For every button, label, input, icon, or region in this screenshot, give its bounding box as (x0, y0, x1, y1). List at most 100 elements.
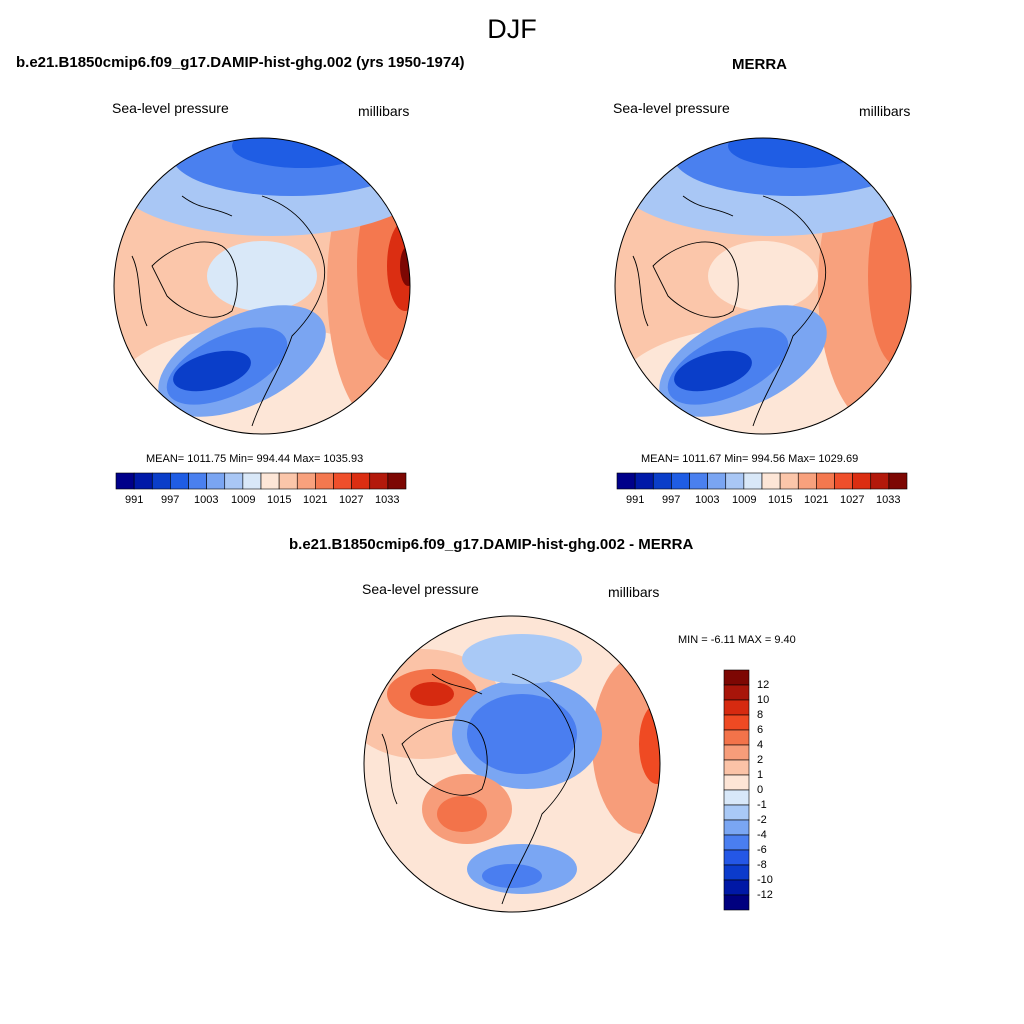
panel3-coast-eurasia (501, 673, 576, 905)
panel1-colorbar-swatch-1 (133, 472, 153, 490)
panel2-colorbar-swatch-10 (797, 472, 817, 490)
panel2-colorbar-swatch-0 (616, 472, 636, 490)
panel1-colorbar-swatch-3 (170, 472, 189, 490)
panel1-colorbar-swatch-6 (224, 472, 244, 490)
panel1-title: b.e21.B1850cmip6.f09_g17.DAMIP-hist-ghg.… (16, 54, 465, 71)
panel1-tick-4: 1015 (267, 494, 292, 506)
panel1-tick-5: 1021 (303, 494, 328, 506)
panel2-map-border (614, 137, 912, 435)
panel3-field-greenland-high (437, 796, 487, 832)
panel2-stats: MEAN= 1011.67 Min= 994.56 Max= 1029.69 (641, 453, 859, 465)
panel1-colorbar-swatch-8 (260, 472, 280, 490)
panel3-field-arctic-core (467, 694, 577, 774)
panel1-colorbar-swatch-15 (387, 472, 407, 490)
panel3-units-label: millibars (608, 584, 660, 600)
panel2-colorbar (616, 472, 908, 490)
panel1-colorbar-swatch-7 (242, 472, 262, 490)
panel3-colorbar-swatch-6 (723, 759, 750, 776)
panel2-colorbar-swatch-12 (834, 472, 853, 490)
panel3-colorbar-swatch-5 (723, 744, 750, 761)
panel2-field-east-high (868, 186, 911, 366)
panel1-colorbar-swatch-14 (369, 472, 389, 490)
panel2-tick-6: 1027 (840, 494, 865, 506)
panel3-stats: MIN = -6.11 MAX = 9.40 (678, 634, 796, 646)
panel3-tick-3: 6 (757, 724, 764, 736)
panel1-tick-1: 997 (161, 494, 180, 506)
panel3-tick-4: 4 (757, 739, 764, 751)
panel3-colorbar-swatch-9 (723, 804, 750, 821)
panel2-coast-eurasia (752, 195, 827, 427)
panel3-colorbar (723, 669, 750, 911)
panel3-colorbar-swatch-10 (723, 819, 750, 836)
panel2-polar-map (614, 137, 912, 435)
panel1-colorbar-swatch-11 (315, 472, 334, 490)
panel3-field-atlantic-core (482, 864, 542, 888)
panel3-field-east-high (639, 704, 660, 784)
panel2-colorbar-swatch-11 (816, 472, 835, 490)
panel1-colorbar-swatch-13 (351, 472, 371, 490)
panel1-tick-3: 1009 (231, 494, 256, 506)
panel1-tick-6: 1027 (339, 494, 364, 506)
panel3-colorbar-swatch-15 (723, 894, 750, 911)
panel3-tick-9: -2 (757, 814, 767, 826)
panel3-tick-14: -12 (757, 889, 773, 901)
panel3-map-border (363, 615, 661, 913)
panel3-colorbar-swatch-1 (723, 684, 750, 701)
panel3-coast-greenland (401, 719, 488, 796)
panel2-field-arctic (708, 241, 818, 311)
panel1-stats: MEAN= 1011.75 Min= 994.44 Max= 1035.93 (146, 453, 364, 465)
panel1-tick-2: 1003 (194, 494, 219, 506)
panel1-colorbar (115, 472, 407, 490)
panel2-colorbar-swatch-3 (671, 472, 690, 490)
panel1-tick-7: 1033 (375, 494, 400, 506)
figure-title: DJF (487, 14, 537, 44)
panel3-title: b.e21.B1850cmip6.f09_g17.DAMIP-hist-ghg.… (289, 536, 694, 553)
panel3-colorbar-swatch-2 (723, 699, 750, 716)
panel2-colorbar-swatch-2 (652, 472, 672, 490)
panel2-colorbar-swatch-1 (634, 472, 654, 490)
panel3-colorbar-swatch-14 (723, 879, 750, 896)
panel3-tick-5: 2 (757, 754, 764, 766)
panel3-polar-map (363, 615, 661, 913)
panel3-tick-6: 1 (757, 769, 764, 781)
panel3-tick-0: 12 (757, 679, 770, 691)
panel3-tick-1: 10 (757, 694, 770, 706)
panel1-variable-label: Sea-level pressure (112, 100, 229, 116)
panel1-field-icelandic-core (173, 350, 251, 392)
panel1-colorbar-swatch-12 (333, 472, 352, 490)
panel3-tick-7: 0 (757, 784, 764, 796)
panel2-colorbar-swatch-14 (870, 472, 890, 490)
panel3-colorbar-swatch-7 (723, 774, 750, 791)
panel3-variable-label: Sea-level pressure (362, 581, 479, 597)
panel2-tick-7: 1033 (876, 494, 901, 506)
panel1-colorbar-swatch-0 (115, 472, 135, 490)
panel1-colorbar-swatch-5 (206, 472, 226, 490)
panel3-field-north-negative (462, 634, 582, 684)
panel1-units-label: millibars (358, 103, 410, 119)
panel3-colorbar-swatch-13 (723, 864, 750, 881)
panel1-polar-map (113, 137, 411, 435)
panel2-colorbar-swatch-6 (725, 472, 745, 490)
panel3-tick-8: -1 (757, 799, 767, 811)
panel2-colorbar-swatch-9 (779, 472, 799, 490)
panel1-tick-0: 991 (125, 494, 144, 506)
panel2-field-icelandic-core (674, 350, 752, 392)
panel3-tick-2: 8 (757, 709, 764, 721)
panel2-field-pacific-core (728, 138, 868, 168)
panel1-field-max (400, 246, 410, 286)
panel1-coast-eurasia (251, 195, 326, 427)
panel2-colorbar-swatch-13 (852, 472, 872, 490)
panel1-map-border (113, 137, 411, 435)
panel2-variable-label: Sea-level pressure (613, 100, 730, 116)
panel2-colorbar-swatch-4 (689, 472, 708, 490)
panel2-coast-greenland (652, 241, 739, 318)
panel2-colorbar-swatch-15 (888, 472, 908, 490)
panel2-tick-3: 1009 (732, 494, 757, 506)
panel3-tick-11: -6 (757, 844, 767, 856)
panel2-tick-0: 991 (626, 494, 645, 506)
panel2-coast-america (632, 195, 734, 327)
panel2-colorbar-swatch-8 (761, 472, 781, 490)
panel3-colorbar-swatch-0 (723, 669, 750, 686)
panel3-colorbar-swatch-3 (723, 714, 750, 731)
panel1-colorbar-swatch-10 (296, 472, 316, 490)
